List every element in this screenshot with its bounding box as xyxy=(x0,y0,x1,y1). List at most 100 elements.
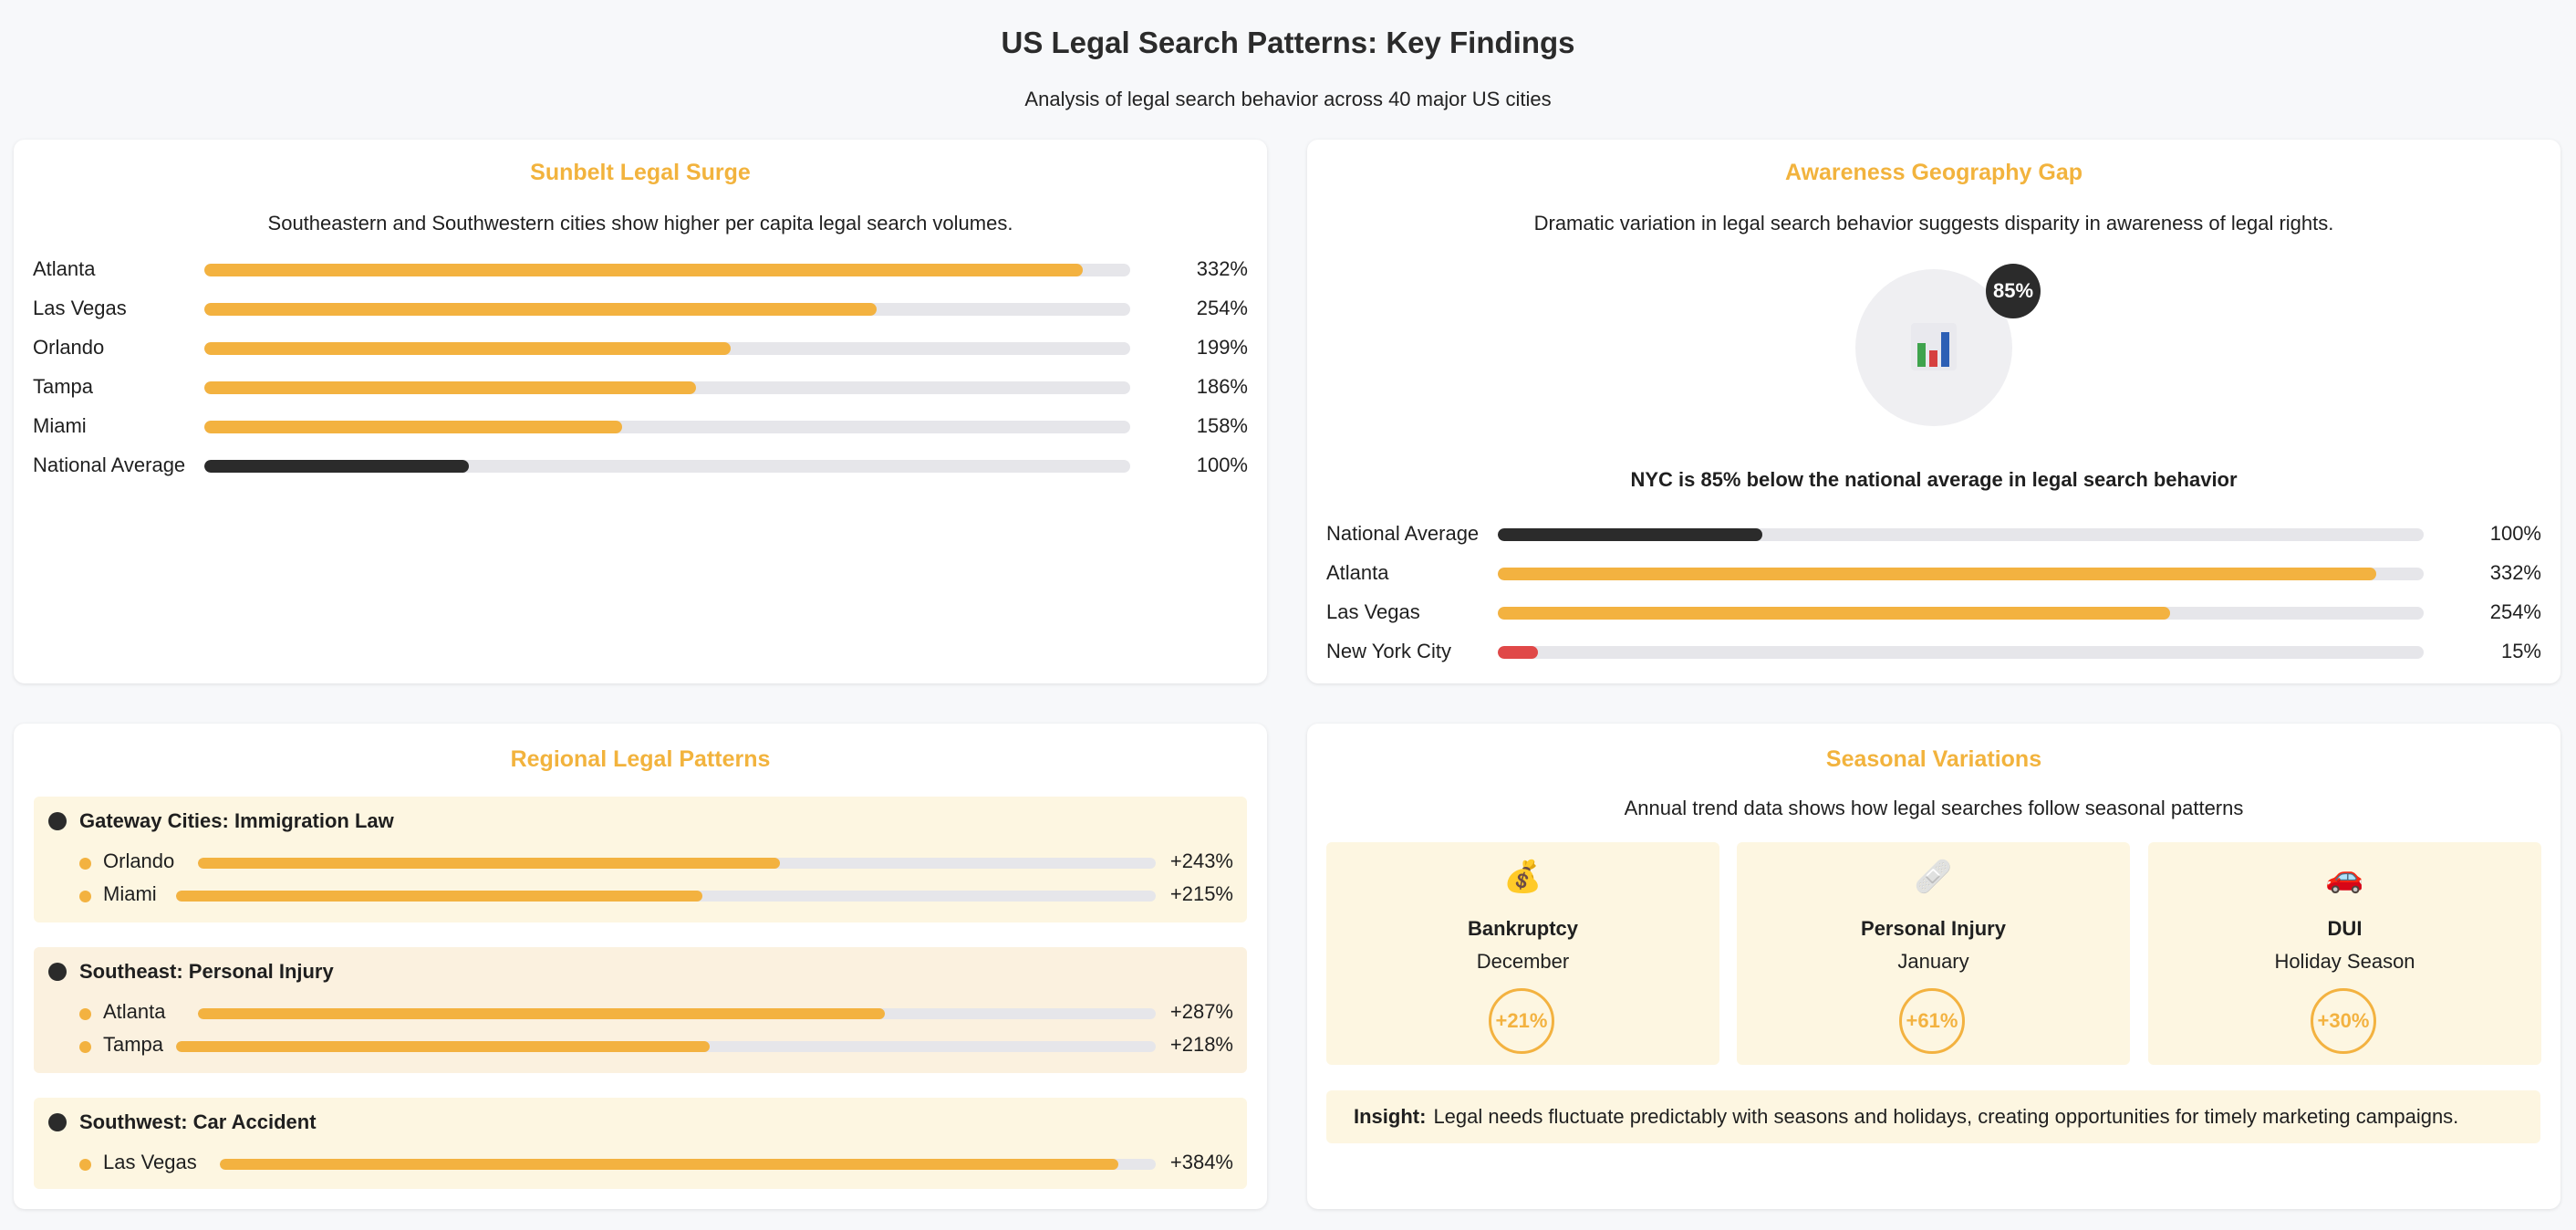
sub-label: Miami xyxy=(103,882,157,905)
money-bag-icon: 💰 xyxy=(1503,860,1542,894)
sub-bullet xyxy=(79,1041,91,1053)
page-subtitle: Analysis of legal search behavior across… xyxy=(1024,88,1552,110)
bar-chart-icon xyxy=(1911,323,1957,370)
bar-row: Orlando 199% xyxy=(33,334,1248,361)
bar-fill xyxy=(204,381,697,394)
sub-fill xyxy=(176,1041,711,1052)
season-period: January xyxy=(1897,950,1969,973)
bar-track xyxy=(1498,568,2424,580)
insight-label: Insight: xyxy=(1354,1105,1427,1128)
insight-text: Legal needs fluctuate predictably with s… xyxy=(1433,1105,2459,1128)
bar-row: Miami 158% xyxy=(33,412,1248,440)
region-bullet xyxy=(48,1113,67,1131)
bar-label: New York City xyxy=(1326,640,1451,662)
bar-value: 158% xyxy=(1196,414,1248,437)
bar-row: Las Vegas 254% xyxy=(33,295,1248,322)
region-sub-row: Las Vegas +384% xyxy=(34,1149,1247,1176)
bar-track xyxy=(204,264,1130,276)
bar-fill xyxy=(1498,568,2376,580)
sub-fill xyxy=(176,891,703,902)
season-card-bankruptcy: 💰 Bankruptcy December +21% xyxy=(1326,842,1719,1065)
bar-fill xyxy=(204,421,623,433)
bar-track xyxy=(1498,528,2424,541)
region-group: Southwest: Car Accident Las Vegas +384% xyxy=(34,1098,1247,1189)
bar-label: Las Vegas xyxy=(33,297,127,319)
bar-value: 332% xyxy=(1196,257,1248,280)
bar-track xyxy=(204,381,1130,394)
sub-label: Orlando xyxy=(103,850,175,872)
bar-row: National Average 100% xyxy=(1326,520,2541,547)
sub-value: +243% xyxy=(1169,850,1233,872)
bar-track xyxy=(204,342,1130,355)
region-sub-row: Orlando +243% xyxy=(34,848,1247,875)
bar-label: Tampa xyxy=(33,375,94,398)
season-name: Personal Injury xyxy=(1861,917,2006,940)
sunbelt-card: Sunbelt Legal Surge Southeastern and Sou… xyxy=(14,140,1267,683)
sub-value: +384% xyxy=(1169,1151,1233,1173)
bar-fill xyxy=(204,460,469,473)
season-change: +21% xyxy=(1489,988,1554,1054)
bar-row: New York City 15% xyxy=(1326,638,2541,665)
bar-track xyxy=(204,303,1130,316)
region-title: Southwest: Car Accident xyxy=(79,1110,317,1133)
bar-label: Orlando xyxy=(33,336,105,359)
season-name: Bankruptcy xyxy=(1467,917,1579,940)
seasonal-title: Seasonal Variations xyxy=(1825,746,2042,772)
season-period: Holiday Season xyxy=(2274,950,2415,973)
bar-value: 199% xyxy=(1196,336,1248,359)
sub-bullet xyxy=(79,858,91,870)
awareness-title: Awareness Geography Gap xyxy=(1784,160,2083,185)
region-group: Southeast: Personal Injury Atlanta +287% Ta… xyxy=(34,947,1247,1073)
sub-bullet xyxy=(79,1159,91,1171)
bar-fill xyxy=(1498,607,2170,620)
bar-value: 332% xyxy=(2489,561,2541,584)
bar-label: Atlanta xyxy=(1326,561,1389,584)
bar-value: 15% xyxy=(2500,640,2541,662)
sub-track xyxy=(220,1159,1156,1170)
region-bullet xyxy=(48,963,67,981)
sub-track xyxy=(198,1008,1156,1019)
season-period: December xyxy=(1476,950,1570,973)
region-sub-row: Miami +215% xyxy=(34,881,1247,908)
season-change: +30% xyxy=(2311,988,2376,1054)
insight-box: Insight: Legal needs fluctuate predictab… xyxy=(1326,1090,2540,1143)
sub-label: Tampa xyxy=(103,1033,164,1056)
regional-card: Regional Legal Patterns Gateway Cities: … xyxy=(14,724,1267,1209)
nyc-note: NYC is 85% below the national average in… xyxy=(1630,468,2238,491)
bar-label: Las Vegas xyxy=(1326,600,1420,623)
regional-title: Regional Legal Patterns xyxy=(510,746,771,772)
sub-bullet xyxy=(79,891,91,902)
sub-value: +218% xyxy=(1169,1033,1233,1056)
seasonal-card: Seasonal Variations Annual trend data sh… xyxy=(1307,724,2560,1209)
sub-fill xyxy=(220,1159,1118,1170)
region-bullet xyxy=(48,812,67,830)
bar-label: National Average xyxy=(33,453,186,476)
bar-label: Atlanta xyxy=(33,257,96,280)
bar-fill xyxy=(204,264,1083,276)
sub-value: +215% xyxy=(1169,882,1233,905)
page-title: US Legal Search Patterns: Key Findings xyxy=(1001,26,1575,59)
season-card-personal-injury: 🩹 Personal Injury January +61% xyxy=(1737,842,2130,1065)
bar-label: Miami xyxy=(33,414,87,437)
bar-row: Tampa 186% xyxy=(33,373,1248,401)
bar-row: Atlanta 332% xyxy=(33,255,1248,283)
region-sub-row: Tampa +218% xyxy=(34,1031,1247,1058)
bandage-icon: 🩹 xyxy=(1914,860,1953,894)
sub-track xyxy=(176,1041,1156,1052)
region-title: Gateway Cities: Immigration Law xyxy=(79,809,394,832)
awareness-description: Dramatic variation in legal search behav… xyxy=(1533,212,2334,235)
sub-label: Las Vegas xyxy=(103,1151,197,1173)
bar-track xyxy=(204,460,1130,473)
car-icon: 🚗 xyxy=(2325,860,2364,894)
region-group: Gateway Cities: Immigration Law Orlando +2… xyxy=(34,797,1247,922)
bar-fill xyxy=(204,342,732,355)
bar-value: 100% xyxy=(1196,453,1248,476)
sub-track xyxy=(176,891,1156,902)
region-title: Southeast: Personal Injury xyxy=(79,960,334,983)
sub-fill xyxy=(198,1008,886,1019)
bar-track xyxy=(1498,607,2424,620)
bar-track xyxy=(1498,646,2424,659)
bar-value: 186% xyxy=(1196,375,1248,398)
bar-fill xyxy=(1498,528,1762,541)
region-sub-row: Atlanta +287% xyxy=(34,998,1247,1026)
